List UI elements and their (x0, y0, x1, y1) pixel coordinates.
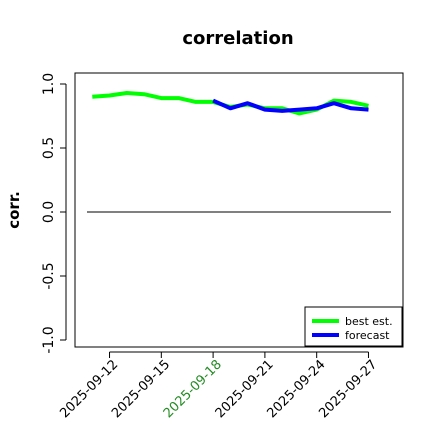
legend-label-best-est: best est. (345, 315, 393, 328)
y-axis-label: corr. (5, 191, 23, 229)
series-layer (92, 91, 369, 116)
chart-title: correlation (182, 28, 293, 49)
legend-box (304, 306, 403, 347)
y-tick-label: -1.0 (41, 326, 57, 353)
y-tick-label: 0.5 (41, 137, 57, 159)
series-line-forecast (212, 98, 369, 113)
y-tick-label: -0.5 (41, 262, 57, 289)
legend-label-forecast: forecast (345, 329, 390, 342)
y-tick-label: 0.0 (41, 201, 57, 223)
y-axis: -1.0 -0.5 0.0 0.5 1.0 (41, 73, 67, 354)
y-tick-label: 1.0 (41, 73, 57, 95)
legend: best est. forecast (304, 306, 403, 347)
plot-frame (74, 72, 404, 348)
x-axis: 2025-09-122025-09-152025-09-182025-09-21… (57, 351, 380, 421)
